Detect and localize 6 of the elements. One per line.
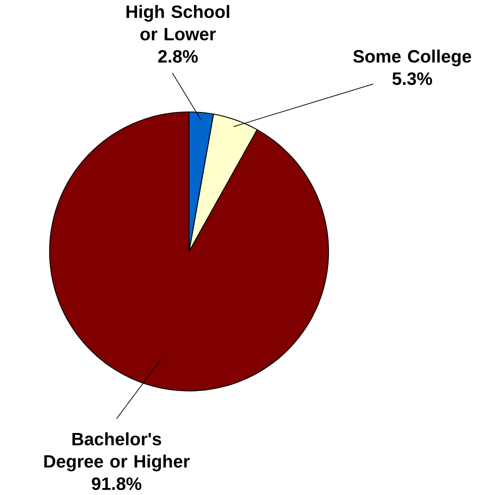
- data-label: 2.8%: [158, 50, 198, 63]
- slice-label: High School or Lower: [126, 4, 230, 40]
- data-label: 91.8%: [92, 477, 142, 490]
- slice-label: Some College: [353, 50, 472, 66]
- slice-label: Bachelor's Degree or Higher: [44, 432, 190, 472]
- data-label: 5.3%: [392, 72, 432, 86]
